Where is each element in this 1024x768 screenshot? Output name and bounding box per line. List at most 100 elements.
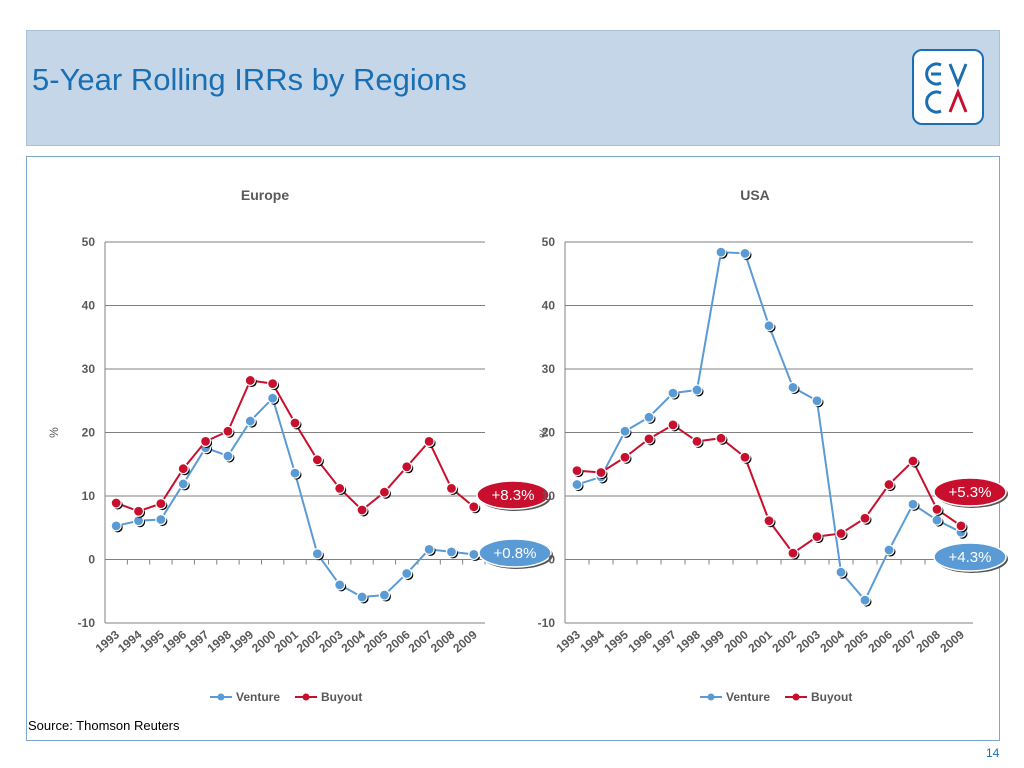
- data-point-venture: [835, 566, 847, 578]
- data-point-buyout: [401, 461, 413, 473]
- data-point-venture: [334, 579, 346, 591]
- legend-label-venture: Venture: [236, 690, 280, 704]
- x-tick-label: 2009: [450, 627, 480, 655]
- data-point-venture: [571, 478, 583, 491]
- series-line-venture: [576, 251, 962, 602]
- series-line-buyout: [576, 423, 962, 555]
- data-point-buyout: [595, 466, 607, 479]
- data-point-venture: [222, 450, 234, 462]
- legend-swatch-marker: [792, 693, 800, 701]
- data-point-buyout: [155, 498, 167, 510]
- data-point-venture: [859, 594, 871, 606]
- x-tick-label: 2008: [913, 627, 943, 655]
- data-point-buyout: [667, 419, 679, 431]
- data-point-venture: [401, 567, 413, 580]
- legend-swatch-marker: [217, 693, 225, 701]
- y-axis-label: %: [47, 427, 61, 438]
- data-point-venture: [289, 467, 301, 479]
- annotation-label: +0.8%: [494, 545, 537, 562]
- data-point-venture: [244, 415, 256, 427]
- annotation-label: +8.3%: [492, 487, 535, 504]
- data-point-venture: [445, 546, 458, 558]
- y-tick-label: 40: [82, 299, 96, 313]
- y-tick-label: 10: [82, 489, 96, 503]
- series-line-buyout: [115, 379, 475, 513]
- data-point-venture: [883, 544, 895, 556]
- data-point-buyout: [244, 374, 256, 387]
- data-point-buyout: [835, 527, 847, 540]
- data-point-venture: [311, 548, 323, 560]
- data-point-venture: [177, 478, 189, 490]
- data-point-buyout: [883, 478, 895, 491]
- x-tick-label: 1993: [553, 627, 583, 655]
- data-point-venture: [619, 425, 631, 437]
- data-point-buyout: [334, 482, 346, 494]
- data-point-buyout: [132, 505, 145, 517]
- x-tick-label: 2003: [793, 627, 823, 655]
- data-point-buyout: [267, 378, 279, 390]
- data-point-venture: [787, 381, 799, 394]
- y-tick-label: 20: [82, 426, 96, 440]
- data-point-buyout: [619, 451, 631, 463]
- x-tick-label: 1997: [649, 627, 679, 655]
- annotation-bubble: [476, 480, 550, 510]
- legend-label-buyout: Buyout: [321, 690, 362, 704]
- data-point-buyout: [571, 465, 583, 477]
- data-point-buyout: [423, 435, 435, 447]
- legend-label-buyout: Buyout: [811, 690, 852, 704]
- source-note: Source: Thomson Reuters: [28, 718, 180, 733]
- x-tick-label: 1998: [673, 627, 703, 655]
- y-tick-label: 30: [82, 362, 96, 376]
- y-tick-label: 20: [542, 426, 556, 440]
- x-tick-label: 2006: [865, 627, 895, 655]
- data-point-venture: [691, 384, 703, 396]
- data-point-buyout: [199, 435, 212, 447]
- data-point-buyout: [110, 497, 122, 509]
- x-tick-label: 1994: [577, 627, 607, 655]
- data-point-venture: [155, 513, 167, 526]
- chart-panel: [26, 156, 1000, 741]
- x-tick-label: 1996: [625, 627, 655, 655]
- y-tick-label: 50: [82, 235, 96, 249]
- x-tick-label: 2002: [769, 627, 799, 655]
- data-point-venture: [667, 387, 679, 399]
- y-tick-label: 10: [542, 489, 556, 503]
- y-tick-label: 30: [542, 362, 556, 376]
- data-point-buyout: [739, 451, 751, 463]
- x-tick-label: 2005: [841, 627, 871, 655]
- data-point-buyout: [177, 463, 189, 475]
- evca-logo-mark: [925, 62, 968, 114]
- legend-swatch-marker: [302, 693, 310, 701]
- x-tick-label: 1995: [601, 627, 631, 655]
- x-tick-label: 1999: [697, 627, 727, 655]
- chart-title: Europe: [241, 187, 289, 203]
- data-point-buyout: [691, 435, 703, 447]
- data-point-venture: [763, 320, 775, 332]
- annotation-bubble: [478, 538, 552, 568]
- y-tick-label: 0: [88, 553, 95, 567]
- x-tick-label: 2001: [745, 627, 775, 655]
- legend-swatch-marker: [707, 693, 715, 701]
- annotation-bubble: [933, 477, 1007, 507]
- data-point-buyout: [787, 547, 799, 559]
- slide-header: [26, 30, 1000, 146]
- x-tick-label: 2007: [889, 627, 919, 655]
- data-point-buyout: [907, 455, 919, 467]
- y-tick-label: -10: [78, 616, 96, 630]
- data-point-buyout: [468, 501, 480, 513]
- data-point-buyout: [955, 520, 967, 532]
- y-tick-label: 0: [548, 553, 555, 567]
- page-title: 5-Year Rolling IRRs by Regions: [32, 62, 467, 97]
- data-point-buyout: [763, 515, 775, 527]
- x-tick-label: 2004: [817, 627, 847, 655]
- legend-label-venture: Venture: [726, 690, 770, 704]
- data-point-venture: [739, 247, 751, 260]
- data-point-venture: [931, 514, 943, 526]
- chart-usa: USA-100102030405019931994199519961997199…: [537, 187, 1008, 704]
- data-point-venture: [267, 392, 279, 404]
- page-number: 14: [986, 746, 1000, 760]
- data-point-buyout: [445, 482, 458, 494]
- chart-title: USA: [740, 187, 770, 203]
- annotation-bubble: [933, 542, 1007, 572]
- data-point-buyout: [931, 503, 943, 515]
